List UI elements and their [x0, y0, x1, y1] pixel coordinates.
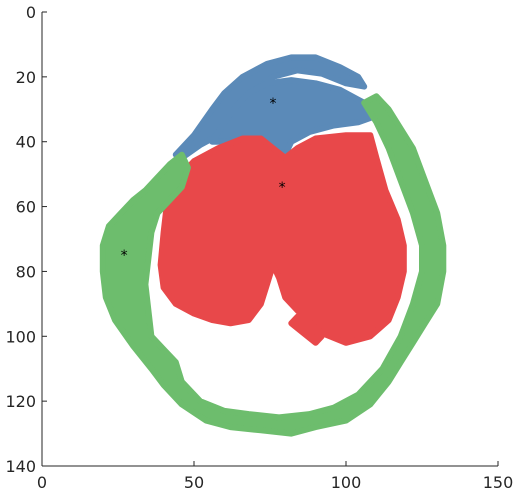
series-2-region-0 [99, 93, 447, 437]
series-1-region-0 [157, 132, 407, 346]
axes-layer [41, 12, 498, 467]
centroid-marker-1: * [279, 180, 286, 196]
ticks-layer: 0 50 100 150 0 20 40 60 80 100 120 140 [5, 3, 513, 492]
y-tick-label-7: 140 [5, 457, 36, 476]
y-tick-label-3: 60 [16, 198, 36, 217]
y-tick-label-4: 80 [16, 262, 36, 281]
y-tick-label-5: 100 [5, 327, 36, 346]
markers-layer: * * * [121, 96, 286, 264]
x-tick-label-3: 150 [483, 473, 514, 492]
series-1-region-1 [288, 313, 325, 346]
y-tick-label-2: 40 [16, 133, 36, 152]
y-tick-label-0: 0 [26, 3, 36, 22]
y-tick-label-1: 20 [16, 68, 36, 87]
x-tick-label-0: 0 [37, 473, 47, 492]
y-tick-label-6: 120 [5, 392, 36, 411]
x-tick-label-1: 50 [184, 473, 204, 492]
regions-layer [99, 54, 447, 437]
centroid-marker-0: * [270, 96, 277, 112]
x-tick-label-2: 100 [331, 473, 362, 492]
centroid-marker-2: * [121, 248, 128, 264]
